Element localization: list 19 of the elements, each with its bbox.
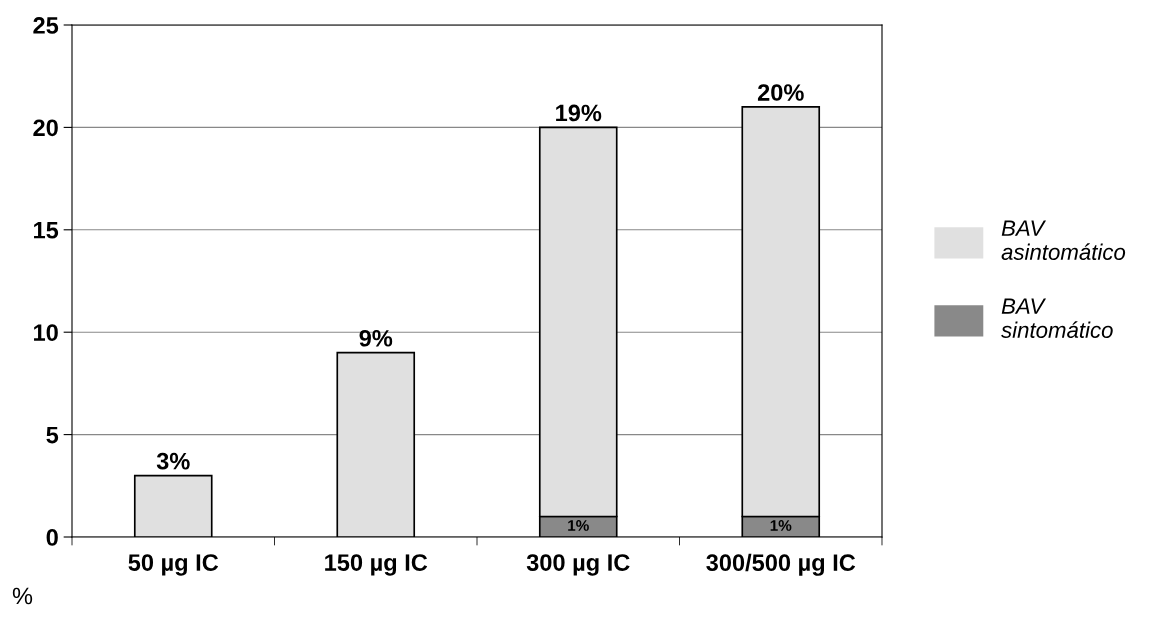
x-tick-label: 50 µg IC: [128, 554, 219, 576]
y-tick-label: 10: [34, 324, 58, 341]
data-label: 3%: [156, 452, 190, 470]
y-tick-label: 5: [46, 426, 59, 444]
data-label: 19%: [556, 104, 602, 122]
legend-label: BAV asintomático: [1001, 220, 1126, 260]
y-tick-label: 15: [34, 222, 59, 239]
x-tick-label: 150 µg IC: [325, 554, 428, 576]
y-axis-title: %: [12, 587, 33, 605]
data-label: 9%: [359, 329, 393, 347]
x-tick-label: 300/500 µg IC: [706, 553, 856, 576]
data-label: 20%: [757, 84, 804, 101]
data-label: 1%: [568, 520, 589, 531]
y-tick-label: 25: [33, 17, 59, 34]
y-tick-label: 0: [46, 529, 58, 546]
legend-label: BAV sintomático: [1001, 298, 1113, 338]
y-tick-label: 20: [33, 119, 58, 137]
x-tick-label: 300 µg IC: [526, 554, 630, 576]
data-label: 1%: [770, 520, 792, 531]
